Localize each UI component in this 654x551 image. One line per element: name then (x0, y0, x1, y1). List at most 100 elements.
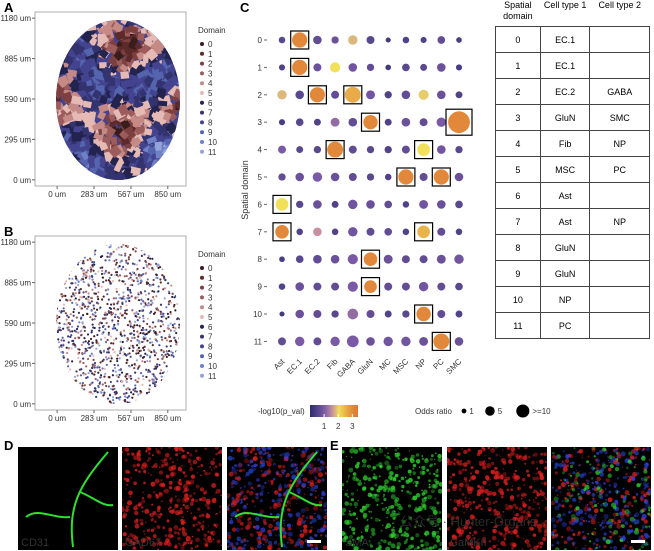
signal (613, 545, 618, 550)
signal (146, 459, 150, 463)
signal (187, 496, 190, 500)
signal (125, 469, 130, 474)
signal (205, 513, 211, 519)
signal (156, 538, 161, 543)
signal (579, 521, 584, 526)
signal (177, 480, 183, 486)
signal (454, 541, 458, 544)
signal (522, 510, 526, 514)
cell-dot (163, 386, 167, 389)
cell-dot (93, 335, 96, 338)
cell-dot (170, 402, 173, 404)
signal (362, 505, 366, 509)
cell-dot (113, 363, 116, 367)
cell-dot (75, 370, 78, 373)
signal (240, 490, 244, 494)
signal (290, 538, 294, 543)
cell-dot (156, 363, 159, 366)
cell-dot (139, 281, 142, 285)
signal (438, 527, 442, 531)
map-patch (56, 21, 63, 34)
signal (599, 489, 604, 494)
cell-dot (97, 282, 100, 285)
signal (524, 462, 527, 465)
signal (452, 543, 454, 545)
cell-dot (145, 394, 148, 397)
signal (168, 510, 172, 513)
cell-dot (156, 333, 159, 336)
signal (434, 484, 436, 487)
signal (150, 528, 154, 532)
signal (122, 515, 126, 519)
signal (492, 501, 496, 505)
dot (313, 145, 322, 154)
signal (301, 482, 307, 488)
map-patch (63, 20, 73, 30)
cell-dot (143, 301, 146, 304)
signal (566, 481, 570, 485)
cell-dot (174, 252, 178, 255)
cell-dot (71, 319, 74, 322)
map-patch (88, 111, 97, 121)
signal (140, 538, 146, 543)
signal (587, 514, 593, 519)
signal (370, 487, 375, 491)
cell-dot (142, 378, 145, 381)
dot (437, 227, 446, 236)
map-patch (60, 164, 71, 172)
signal (280, 469, 285, 473)
signal (648, 509, 651, 512)
signal (316, 528, 322, 533)
signal (277, 493, 282, 497)
channel-label: CaMKII (450, 537, 487, 549)
cell-dot (107, 351, 110, 354)
signal (632, 456, 636, 460)
cell-dot (125, 274, 128, 278)
signal (509, 497, 515, 502)
cell-dot (120, 380, 123, 384)
signal (464, 527, 467, 529)
cell-dot (80, 307, 84, 310)
signal (448, 480, 453, 485)
panel-label: B (4, 224, 13, 239)
cell-dot (125, 388, 128, 391)
signal (599, 508, 604, 512)
signal (496, 544, 498, 547)
dot (331, 90, 340, 99)
signal (407, 469, 412, 474)
signal (463, 477, 468, 481)
signal (386, 516, 388, 519)
cell-dot (80, 387, 83, 390)
cell-dot (100, 351, 103, 354)
signal (308, 530, 312, 534)
cell-dot (65, 381, 69, 384)
signal (493, 508, 497, 512)
cell-dot (146, 304, 149, 307)
cell-dot (154, 262, 158, 265)
signal (257, 536, 261, 540)
legend-label: 1 (208, 274, 213, 283)
signal (602, 537, 608, 542)
signal (192, 524, 196, 527)
cell-dot (145, 375, 148, 379)
signal (447, 449, 451, 453)
map-patch (70, 162, 80, 171)
signal (458, 470, 463, 475)
signal (608, 490, 612, 494)
signal (406, 490, 410, 494)
table-cell (589, 52, 650, 79)
signal (243, 504, 247, 508)
cell-dot (150, 351, 153, 354)
signal (592, 487, 595, 491)
cell-dot (110, 273, 113, 276)
signal (256, 447, 261, 451)
cell-dot (151, 341, 154, 344)
cell-dot (131, 396, 134, 399)
map-patch (56, 169, 62, 180)
signal (641, 526, 645, 530)
signal (156, 525, 161, 529)
cell-dot (70, 295, 73, 298)
signal (437, 488, 442, 494)
signal (631, 519, 635, 523)
cell-dot (143, 253, 146, 256)
